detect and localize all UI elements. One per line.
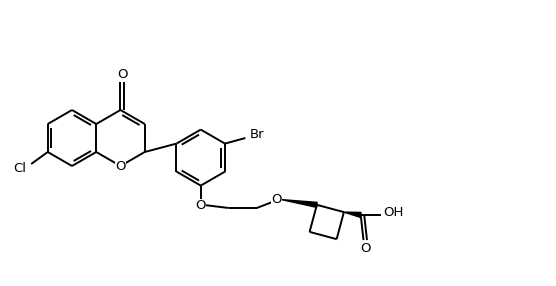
Text: Cl: Cl (14, 162, 27, 176)
Text: O: O (196, 199, 206, 212)
Text: O: O (360, 242, 371, 255)
Text: O: O (117, 67, 128, 80)
Text: O: O (271, 193, 281, 206)
Text: O: O (115, 160, 126, 172)
Text: Br: Br (250, 128, 265, 142)
Text: OH: OH (384, 206, 404, 219)
Polygon shape (281, 200, 317, 207)
Polygon shape (344, 212, 361, 217)
